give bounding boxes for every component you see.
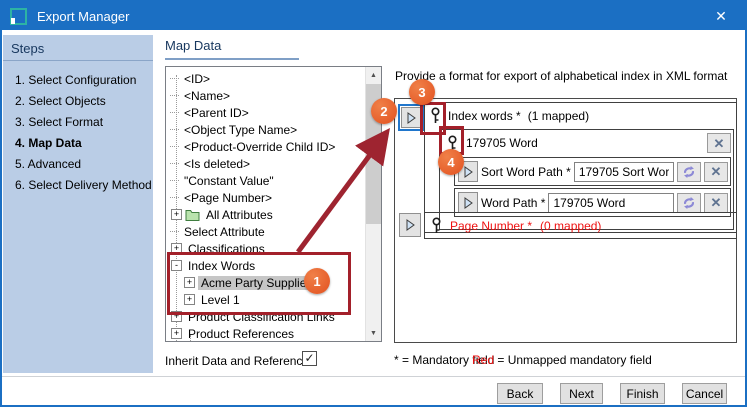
key-icon <box>431 107 440 123</box>
step-select-delivery-method[interactable]: 6. Select Delivery Method <box>15 178 152 192</box>
tree-item-page-number[interactable]: <Page Number> <box>166 189 366 206</box>
window-title: Export Manager <box>37 8 130 24</box>
mapped-item-box: 179705 Word ✕ Sort Word Path * <box>439 129 734 230</box>
tree-item-index-words[interactable]: - Index Words <box>166 257 366 274</box>
mapped-item-header[interactable]: 179705 Word ✕ <box>440 130 733 155</box>
finish-button[interactable]: Finish <box>620 383 665 404</box>
page-number-group[interactable]: Page Number * (0 mapped) <box>424 212 737 239</box>
footer-divider <box>2 376 745 377</box>
field-expand-button[interactable] <box>458 161 478 182</box>
remove-mapping-button[interactable]: ✕ <box>704 192 728 213</box>
index-words-group: Index words * (1 mapped) 179705 Word ✕ S… <box>424 102 737 233</box>
red-word: Red <box>472 353 495 367</box>
tree-item-name[interactable]: <Name> <box>166 87 366 104</box>
unmapped-legend: Red = Unmapped mandatory field <box>472 353 652 367</box>
app-icon <box>10 7 27 25</box>
play-icon <box>464 165 473 178</box>
mapped-item-label: 179705 Word <box>466 136 538 150</box>
refresh-mapping-button[interactable] <box>677 192 701 213</box>
steps-sidebar: Steps 1. Select Configuration 2. Select … <box>3 35 153 373</box>
tree-scrollbar[interactable]: ▲ ▼ <box>365 67 381 341</box>
word-path-row: Word Path * ✕ <box>454 188 731 217</box>
steps-list: 1. Select Configuration 2. Select Object… <box>3 70 153 196</box>
red-rest: = Unmapped mandatory field <box>494 353 652 367</box>
sync-arrows-icon <box>684 165 694 178</box>
source-attributes-tree[interactable]: <ID> <Name> <Parent ID> <Object Type Nam… <box>165 66 382 342</box>
expand-icon[interactable]: + <box>171 328 182 339</box>
inherit-data-checkbox[interactable]: ✓ <box>302 351 317 366</box>
step-advanced[interactable]: 5. Advanced <box>15 157 82 171</box>
tree-connector-line <box>190 335 191 341</box>
inherit-data-label: Inherit Data and References <box>165 354 316 368</box>
title-bar: Export Manager ✕ <box>2 2 745 30</box>
expand-icon[interactable]: + <box>184 277 195 288</box>
sort-word-path-row: Sort Word Path * ✕ <box>454 157 731 186</box>
delete-x-icon: ✕ <box>710 164 722 179</box>
page-title: Map Data <box>165 38 222 53</box>
sort-word-path-label: Sort Word Path * <box>481 164 571 179</box>
tree-item-level-1[interactable]: + Level 1 <box>166 291 366 308</box>
field-expand-button[interactable] <box>458 192 478 213</box>
tree-item-product-override-child-id[interactable]: <Product-Override Child ID> <box>166 138 366 155</box>
expand-icon[interactable]: + <box>171 243 182 254</box>
index-words-expand-button[interactable] <box>401 107 421 128</box>
delete-x-icon: ✕ <box>710 195 722 210</box>
scrollbar-thumb[interactable] <box>366 84 381 224</box>
tree-item-is-deleted[interactable]: <Is deleted> <box>166 155 366 172</box>
play-icon <box>406 219 415 231</box>
expand-icon[interactable]: + <box>171 311 182 322</box>
sync-arrows-icon <box>684 196 694 209</box>
tree-item-classifications[interactable]: + Classifications <box>166 240 366 257</box>
step-select-objects[interactable]: 2. Select Objects <box>15 94 106 108</box>
expand-icon[interactable]: + <box>184 294 195 305</box>
page-number-count: (0 mapped) <box>540 218 602 233</box>
scroll-down-icon[interactable]: ▼ <box>370 329 377 337</box>
tree-item-all-attributes[interactable]: + All Attributes <box>166 206 366 223</box>
tree-connector-line <box>176 75 177 341</box>
tree-item-product-classification-links[interactable]: + Product Classification Links <box>166 308 366 325</box>
step-select-format[interactable]: 3. Select Format <box>15 115 104 129</box>
step-map-data[interactable]: 4. Map Data <box>15 136 82 150</box>
mapping-instruction: Provide a format for export of alphabeti… <box>395 69 728 83</box>
tree-item-id[interactable]: <ID> <box>166 70 366 87</box>
scroll-up-icon[interactable]: ▲ <box>370 71 377 79</box>
key-icon <box>432 217 441 233</box>
remove-mapping-button[interactable]: ✕ <box>707 133 731 153</box>
index-words-label: Index words * <box>448 108 521 123</box>
close-icon[interactable]: ✕ <box>715 7 727 24</box>
collapse-icon[interactable]: - <box>171 260 182 271</box>
step-select-configuration[interactable]: 1. Select Configuration <box>15 73 137 87</box>
word-path-label: Word Path * <box>481 195 546 210</box>
word-path-input[interactable] <box>548 192 674 213</box>
tree-item-parent-id[interactable]: <Parent ID> <box>166 104 366 121</box>
play-icon <box>407 111 416 124</box>
index-words-arrow-highlight <box>398 104 424 131</box>
back-button[interactable]: Back <box>497 383 543 404</box>
page-number-expand-button[interactable] <box>399 213 421 237</box>
steps-title: Steps <box>11 41 45 56</box>
play-icon <box>464 196 473 209</box>
folder-icon <box>185 209 200 221</box>
remove-mapping-button[interactable]: ✕ <box>704 161 728 182</box>
refresh-mapping-button[interactable] <box>677 161 701 182</box>
sort-word-path-input[interactable] <box>573 161 674 182</box>
cancel-button[interactable]: Cancel <box>682 383 727 404</box>
tree-item-constant-value[interactable]: "Constant Value" <box>166 172 366 189</box>
tree-item-object-type-name[interactable]: <Object Type Name> <box>166 121 366 138</box>
index-words-header[interactable]: Index words * (1 mapped) <box>425 103 736 128</box>
delete-x-icon: ✕ <box>713 135 725 151</box>
steps-divider <box>3 60 153 61</box>
index-words-count: (1 mapped) <box>527 108 590 123</box>
tree-item-acme-party-supplies[interactable]: + Acme Party Supplies <box>166 274 366 291</box>
next-button[interactable]: Next <box>560 383 603 404</box>
tree-item-select-attribute[interactable]: Select Attribute <box>166 223 366 240</box>
expand-icon[interactable]: + <box>171 209 182 220</box>
mandatory-legend: * = Mandatory field <box>394 353 495 367</box>
key-icon <box>448 134 457 151</box>
tree-item-product-references[interactable]: + Product References <box>166 325 366 341</box>
page-title-underline <box>165 58 299 60</box>
page-number-label: Page Number * <box>450 218 533 233</box>
